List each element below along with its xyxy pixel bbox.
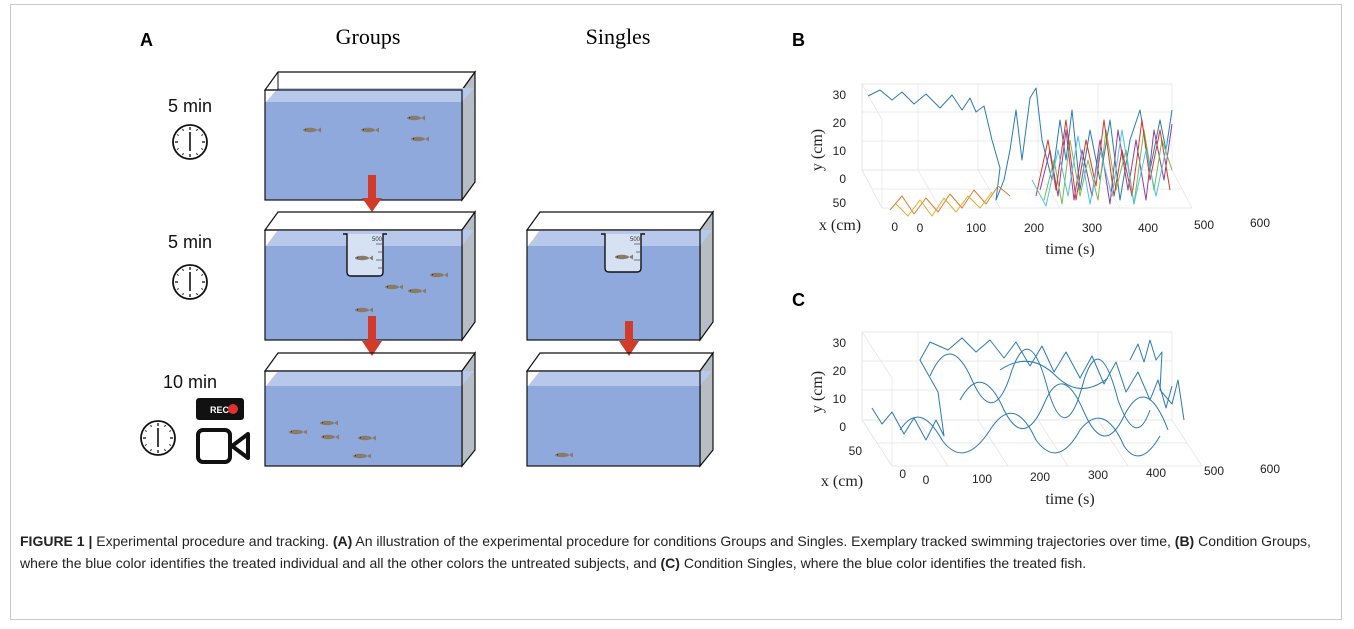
- tank-step3-singles: [525, 351, 715, 468]
- panel-b-axes-labels: 30 20 10 0 y (cm) 50 0 x (cm) 0 100 200 …: [809, 88, 1270, 258]
- panel-a-letter: A: [140, 30, 153, 50]
- figure-graphic: A Groups Singles 5 min 5 min 500: [140, 24, 1280, 508]
- panel-c-plot: [861, 330, 1203, 468]
- panel-b-plot: [861, 82, 1193, 209]
- b-ttick: 500: [1194, 218, 1214, 232]
- b-ytick: 0: [839, 172, 846, 186]
- arrow-down-icon: [362, 316, 382, 356]
- beaker-volume-mark: 500: [372, 237, 383, 243]
- b-ttick: 300: [1082, 221, 1102, 235]
- clock-icon: [172, 124, 208, 160]
- b-tlabel: time (s): [1045, 241, 1094, 258]
- c-xlabel: x (cm): [821, 473, 863, 490]
- c-ttick: 200: [1030, 470, 1050, 484]
- b-ttick: 100: [966, 221, 986, 235]
- b-ylabel: y (cm): [809, 129, 826, 171]
- beaker-icon: 500: [601, 233, 645, 273]
- caption-text: Experimental procedure and tracking.: [92, 533, 333, 549]
- panel-c-letter: C: [792, 290, 805, 310]
- c-ttick: 300: [1088, 468, 1108, 482]
- tank-step1-groups: [263, 70, 477, 202]
- b-xtick: 50: [833, 196, 847, 210]
- step1-duration: 5 min: [168, 96, 212, 116]
- step3-duration: 10 min: [163, 372, 217, 392]
- beaker-icon: 500: [343, 233, 387, 277]
- caption-ref-a: (A): [332, 533, 353, 549]
- c-ttick: 100: [972, 472, 992, 486]
- b-ytick: 30: [833, 88, 847, 102]
- arrow-down-icon: [619, 321, 639, 356]
- panel-b-trajectories: [867, 87, 1173, 217]
- c-ytick: 0: [839, 420, 846, 434]
- tank-step3-groups: [263, 351, 477, 468]
- b-ttick: 0: [917, 221, 924, 235]
- c-ttick: 600: [1260, 462, 1280, 476]
- c-ytick: 30: [833, 336, 847, 350]
- c-xtick: 50: [849, 444, 863, 458]
- caption-ref-b: (B): [1174, 533, 1195, 549]
- c-ttick: 500: [1204, 464, 1224, 478]
- b-ttick: 200: [1024, 221, 1044, 235]
- figure-caption: FIGURE 1 | Experimental procedure and tr…: [20, 530, 1334, 574]
- tank-step2-groups: 500: [263, 210, 477, 342]
- b-ytick: 10: [833, 144, 847, 158]
- c-ytick: 10: [833, 392, 847, 406]
- b-ttick: 600: [1250, 216, 1270, 230]
- tank-step2-singles: 500: [525, 210, 715, 342]
- caption-text: Condition Singles, where the blue color …: [679, 555, 1087, 571]
- clock-icon: [172, 264, 208, 300]
- rec-label: REC: [210, 405, 230, 415]
- b-ytick: 20: [833, 116, 847, 130]
- beaker-volume-mark: 500: [630, 237, 641, 243]
- b-xlabel: x (cm): [819, 217, 861, 234]
- b-xtick: 0: [891, 220, 898, 234]
- singles-column-title: Singles: [586, 24, 651, 49]
- panel-b-letter: B: [792, 30, 805, 50]
- c-ttick: 400: [1146, 466, 1166, 480]
- c-tlabel: time (s): [1045, 491, 1094, 508]
- c-ytick: 20: [833, 364, 847, 378]
- c-ylabel: y (cm): [809, 371, 826, 413]
- caption-ref-c: (C): [660, 555, 680, 571]
- panel-c-trajectory: [871, 337, 1185, 457]
- rec-badge: REC: [196, 398, 244, 420]
- figure-frame: [10, 4, 1342, 620]
- step2-duration: 5 min: [168, 232, 212, 252]
- panel-c-axes-labels: 30 20 10 0 y (cm) 50 0 x (cm) 0 100 200 …: [809, 336, 1280, 508]
- clock-icon: [140, 420, 176, 456]
- video-camera-icon: [196, 428, 250, 464]
- c-ttick: 0: [923, 473, 930, 487]
- b-ttick: 400: [1138, 221, 1158, 235]
- arrow-down-icon: [362, 175, 382, 212]
- c-xtick: 0: [899, 467, 906, 481]
- groups-column-title: Groups: [336, 24, 401, 49]
- caption-lead: FIGURE 1 |: [20, 533, 93, 549]
- caption-text: An illustration of the experimental proc…: [352, 533, 1175, 549]
- caption-text: Condition Groups, where the blue color i…: [20, 533, 1311, 571]
